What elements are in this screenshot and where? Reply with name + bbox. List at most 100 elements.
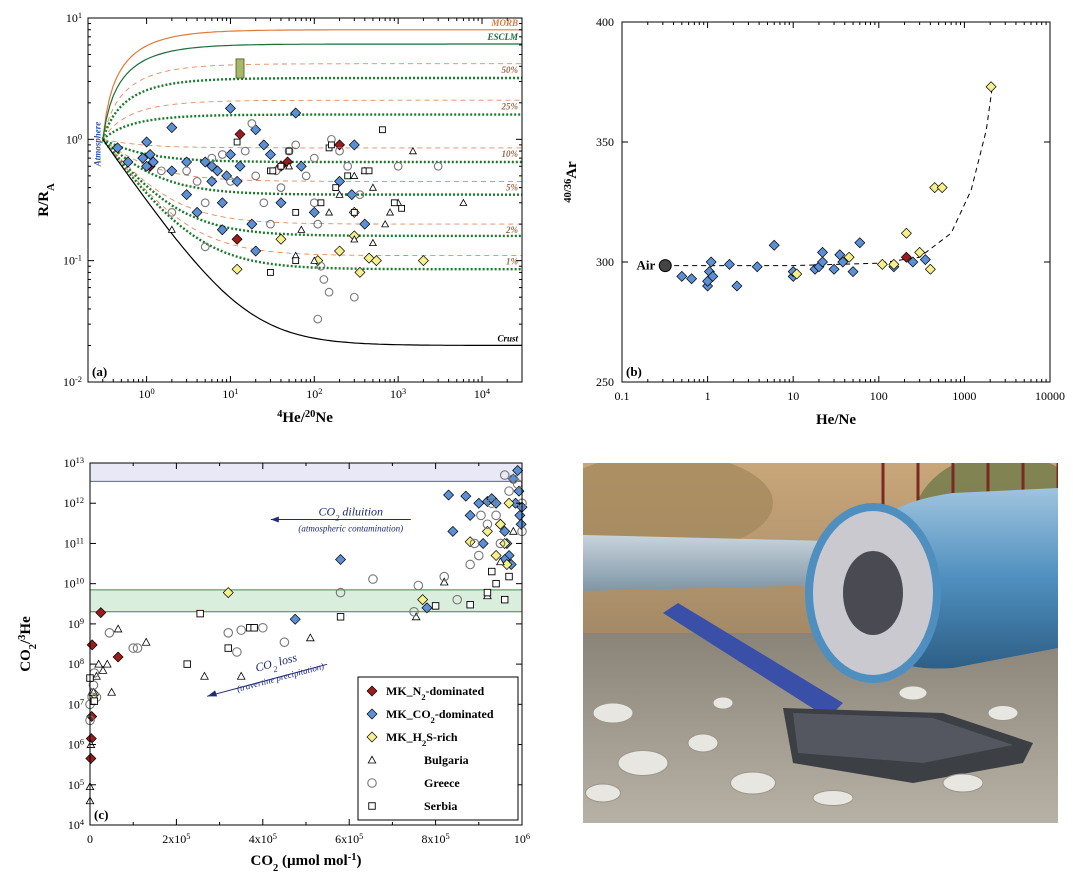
data-point [141, 136, 153, 148]
rock-fragments-icon [617, 750, 669, 776]
y-tick-label: 101 [66, 11, 82, 26]
loss-arrowhead [207, 690, 218, 697]
x-tick-label: 0 [87, 832, 93, 846]
data-point [267, 269, 274, 276]
data-point [257, 622, 268, 633]
esclm-range-box [235, 58, 245, 79]
data-point [295, 160, 307, 172]
data-point [192, 177, 202, 186]
data-point [854, 237, 866, 249]
x-tick-label: 100 [870, 389, 888, 403]
data-point [828, 263, 840, 275]
data-point [200, 242, 210, 252]
data-point [266, 219, 275, 229]
chart-panel-b: Air 0.1 1 10 100 1000 10000 250 300 350 400 (b) He/N… [563, 15, 1066, 428]
data-point [495, 557, 505, 566]
series-Serbia [86, 567, 513, 705]
band-upper [90, 463, 522, 482]
series-MK_N2-dominated [900, 251, 912, 263]
data-point [191, 206, 203, 218]
data-point [328, 141, 335, 149]
data-point [876, 258, 888, 270]
series-MK_CO2-dominated [676, 237, 931, 292]
data-point [486, 498, 497, 509]
data-point [113, 624, 123, 633]
y-tick-label: 104 [68, 818, 85, 833]
series-Serbia [233, 126, 405, 276]
data-point [279, 637, 290, 648]
x-tick-label: 103 [390, 387, 406, 402]
chart-panel-a: 100 101 102 103 104 10-2 10-1 100 101 MORB ESCLM Cr… [36, 11, 523, 427]
rock-fragments-icon [942, 773, 984, 793]
x-tick-label: 10 [787, 389, 799, 403]
data-point [354, 266, 366, 278]
x-tick-label: 1000 [952, 389, 976, 403]
data-point [381, 219, 390, 228]
data-point [368, 183, 377, 191]
data-point [250, 624, 258, 632]
data-point [132, 643, 143, 653]
mixing-label-2%: 2% [505, 225, 519, 235]
air-point [658, 259, 672, 273]
mixing-label-5%: 5% [506, 182, 519, 192]
data-point [297, 225, 306, 233]
data-point [368, 238, 377, 247]
plot-area-a [101, 29, 522, 346]
end-member-label-ESCLM: ESCLM [486, 32, 519, 42]
data-point [313, 219, 323, 229]
trend-curve [665, 89, 993, 267]
data-point [292, 257, 300, 265]
data-point [206, 175, 218, 187]
x-axis-title: He/Ne [816, 412, 856, 428]
data-point [309, 198, 319, 208]
data-point [473, 550, 484, 561]
data-point [275, 233, 287, 245]
panel-label-c: (c) [94, 807, 108, 822]
data-point [85, 753, 97, 764]
data-point [494, 518, 506, 530]
data-point [495, 538, 506, 549]
data-point [514, 509, 526, 521]
data-point [413, 580, 424, 591]
x-axis-title: 4He/20Ne [277, 409, 333, 427]
data-point [301, 171, 311, 181]
data-point [476, 510, 486, 521]
data-point [731, 280, 743, 292]
data-point [335, 190, 344, 198]
mixing-label-10%: 10% [502, 149, 519, 159]
x-tick-label: 10000 [1035, 389, 1065, 403]
data-point [183, 660, 191, 668]
data-point [370, 255, 382, 267]
data-point [512, 465, 524, 477]
data-point [439, 571, 450, 582]
data-point [290, 107, 302, 119]
data-point [317, 199, 325, 207]
data-point [676, 270, 688, 282]
end-member-label-Crust: Crust [497, 333, 518, 343]
data-point [936, 182, 948, 194]
x-tick-label: 1 [705, 389, 711, 403]
y-axis-title: R/RA [36, 183, 57, 217]
loss-arrow [206, 663, 328, 697]
x-tick-label: 102 [306, 387, 322, 402]
hammer-highlight [793, 713, 1013, 763]
data-point [332, 184, 340, 191]
data-point [492, 579, 500, 588]
data-point [231, 233, 243, 245]
data-point [181, 189, 193, 201]
data-point [390, 199, 398, 207]
dilution-note: (atmospheric contamination) [298, 523, 403, 533]
x-tick-label: 0.1 [615, 389, 630, 403]
data-point [433, 161, 443, 171]
data-point [247, 119, 257, 128]
data-point [236, 671, 246, 680]
y-tick-label: 1010 [64, 576, 84, 591]
data-point [409, 606, 419, 617]
data-point [211, 165, 223, 177]
mixing-label-1%: 1% [506, 257, 519, 267]
series-MK_H2S-rich [791, 81, 997, 280]
data-point [924, 263, 936, 275]
rock-fragments-icon [730, 771, 776, 795]
rock-fragments-icon [585, 783, 621, 803]
data-point [217, 150, 227, 159]
